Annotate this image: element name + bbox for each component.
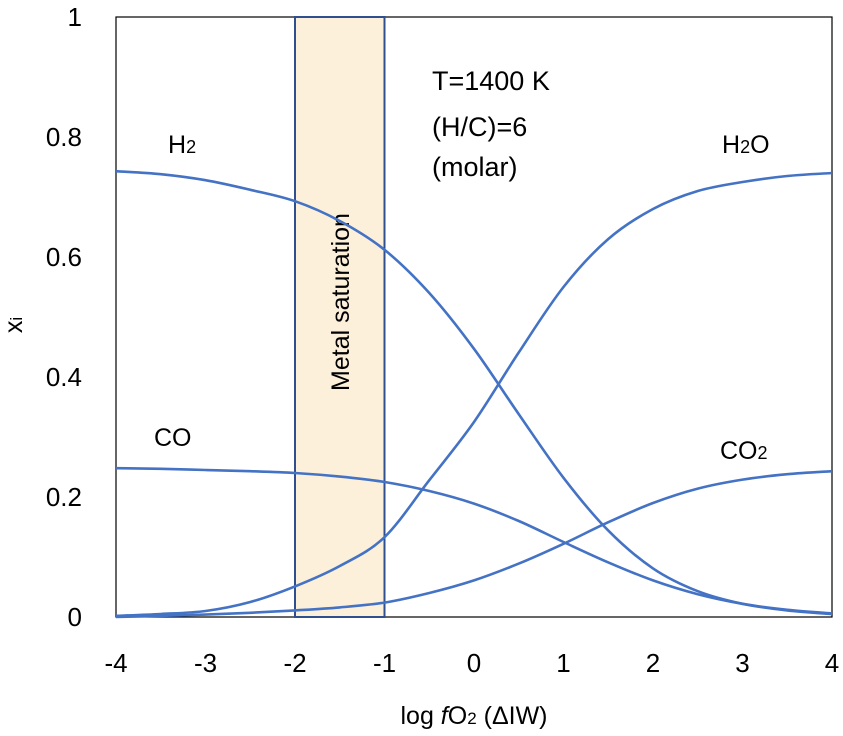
series-label-co: CO [154,424,192,452]
series-line-co2 [115,469,833,619]
annotation-hc-ratio: (H/C)=6 [432,112,527,142]
x-axis-label-post: (ΔIW) [477,702,548,730]
series-label-h2: H2 [168,131,196,159]
series-label-h2o-sub: 2 [740,137,750,157]
annotation-molar: (molar) [432,152,518,182]
x-axis-label: log fO2 (ΔIW) [400,702,547,730]
series-line-h2o [115,171,833,618]
y-axis-label: xi [0,317,28,333]
x-tick-label: -4 [104,648,127,678]
x-tick-label: 0 [467,648,481,678]
x-axis-label-sub: 2 [467,709,476,728]
series-line-co [115,466,833,615]
y-tick-label: 0 [68,602,82,632]
y-tick-labels: 0 0.2 0.4 0.6 0.8 1 [46,2,82,632]
series-label-co-main: CO [154,424,192,452]
x-axis-label-pre: log [400,702,440,730]
y-tick-label: 0.8 [46,122,82,152]
series-label-co2: CO2 [720,437,768,465]
series-line-h2 [115,169,833,616]
y-tick-label: 0.4 [46,362,82,392]
x-tick-label: -2 [283,648,306,678]
series-label-h2-sub: 2 [186,137,196,157]
x-axis-label-f: f [441,702,451,730]
y-axis-label-sub: i [7,317,26,321]
series-label-h2o: H2O [722,131,770,159]
series-label-h2o-post: O [750,131,769,159]
plot-area [115,16,833,618]
series-label-h2o-main: H [722,131,740,159]
y-axis-label-main: x [0,320,28,333]
series-lines [115,169,833,619]
y-tick-label: 1 [68,2,82,32]
annotation-temperature: T=1400 K [432,66,550,96]
x-tick-label: 1 [556,648,570,678]
y-tick-label: 0.6 [46,242,82,272]
x-tick-label: -1 [373,648,396,678]
series-label-co2-sub: 2 [758,443,768,463]
series-label-h2-main: H [168,131,186,159]
metal-saturation-label: Metal saturation [327,213,355,391]
x-tick-label: 3 [735,648,749,678]
x-tick-label: 2 [646,648,660,678]
series-label-co2-main: CO [720,437,758,465]
metal-saturation-band [294,16,386,618]
x-axis-label-o: O [448,702,467,730]
y-tick-label: 0.2 [46,482,82,512]
x-tick-label: -3 [194,648,217,678]
x-tick-label: 4 [825,648,839,678]
x-tick-labels: -4 -3 -2 -1 0 1 2 3 4 [104,648,839,678]
